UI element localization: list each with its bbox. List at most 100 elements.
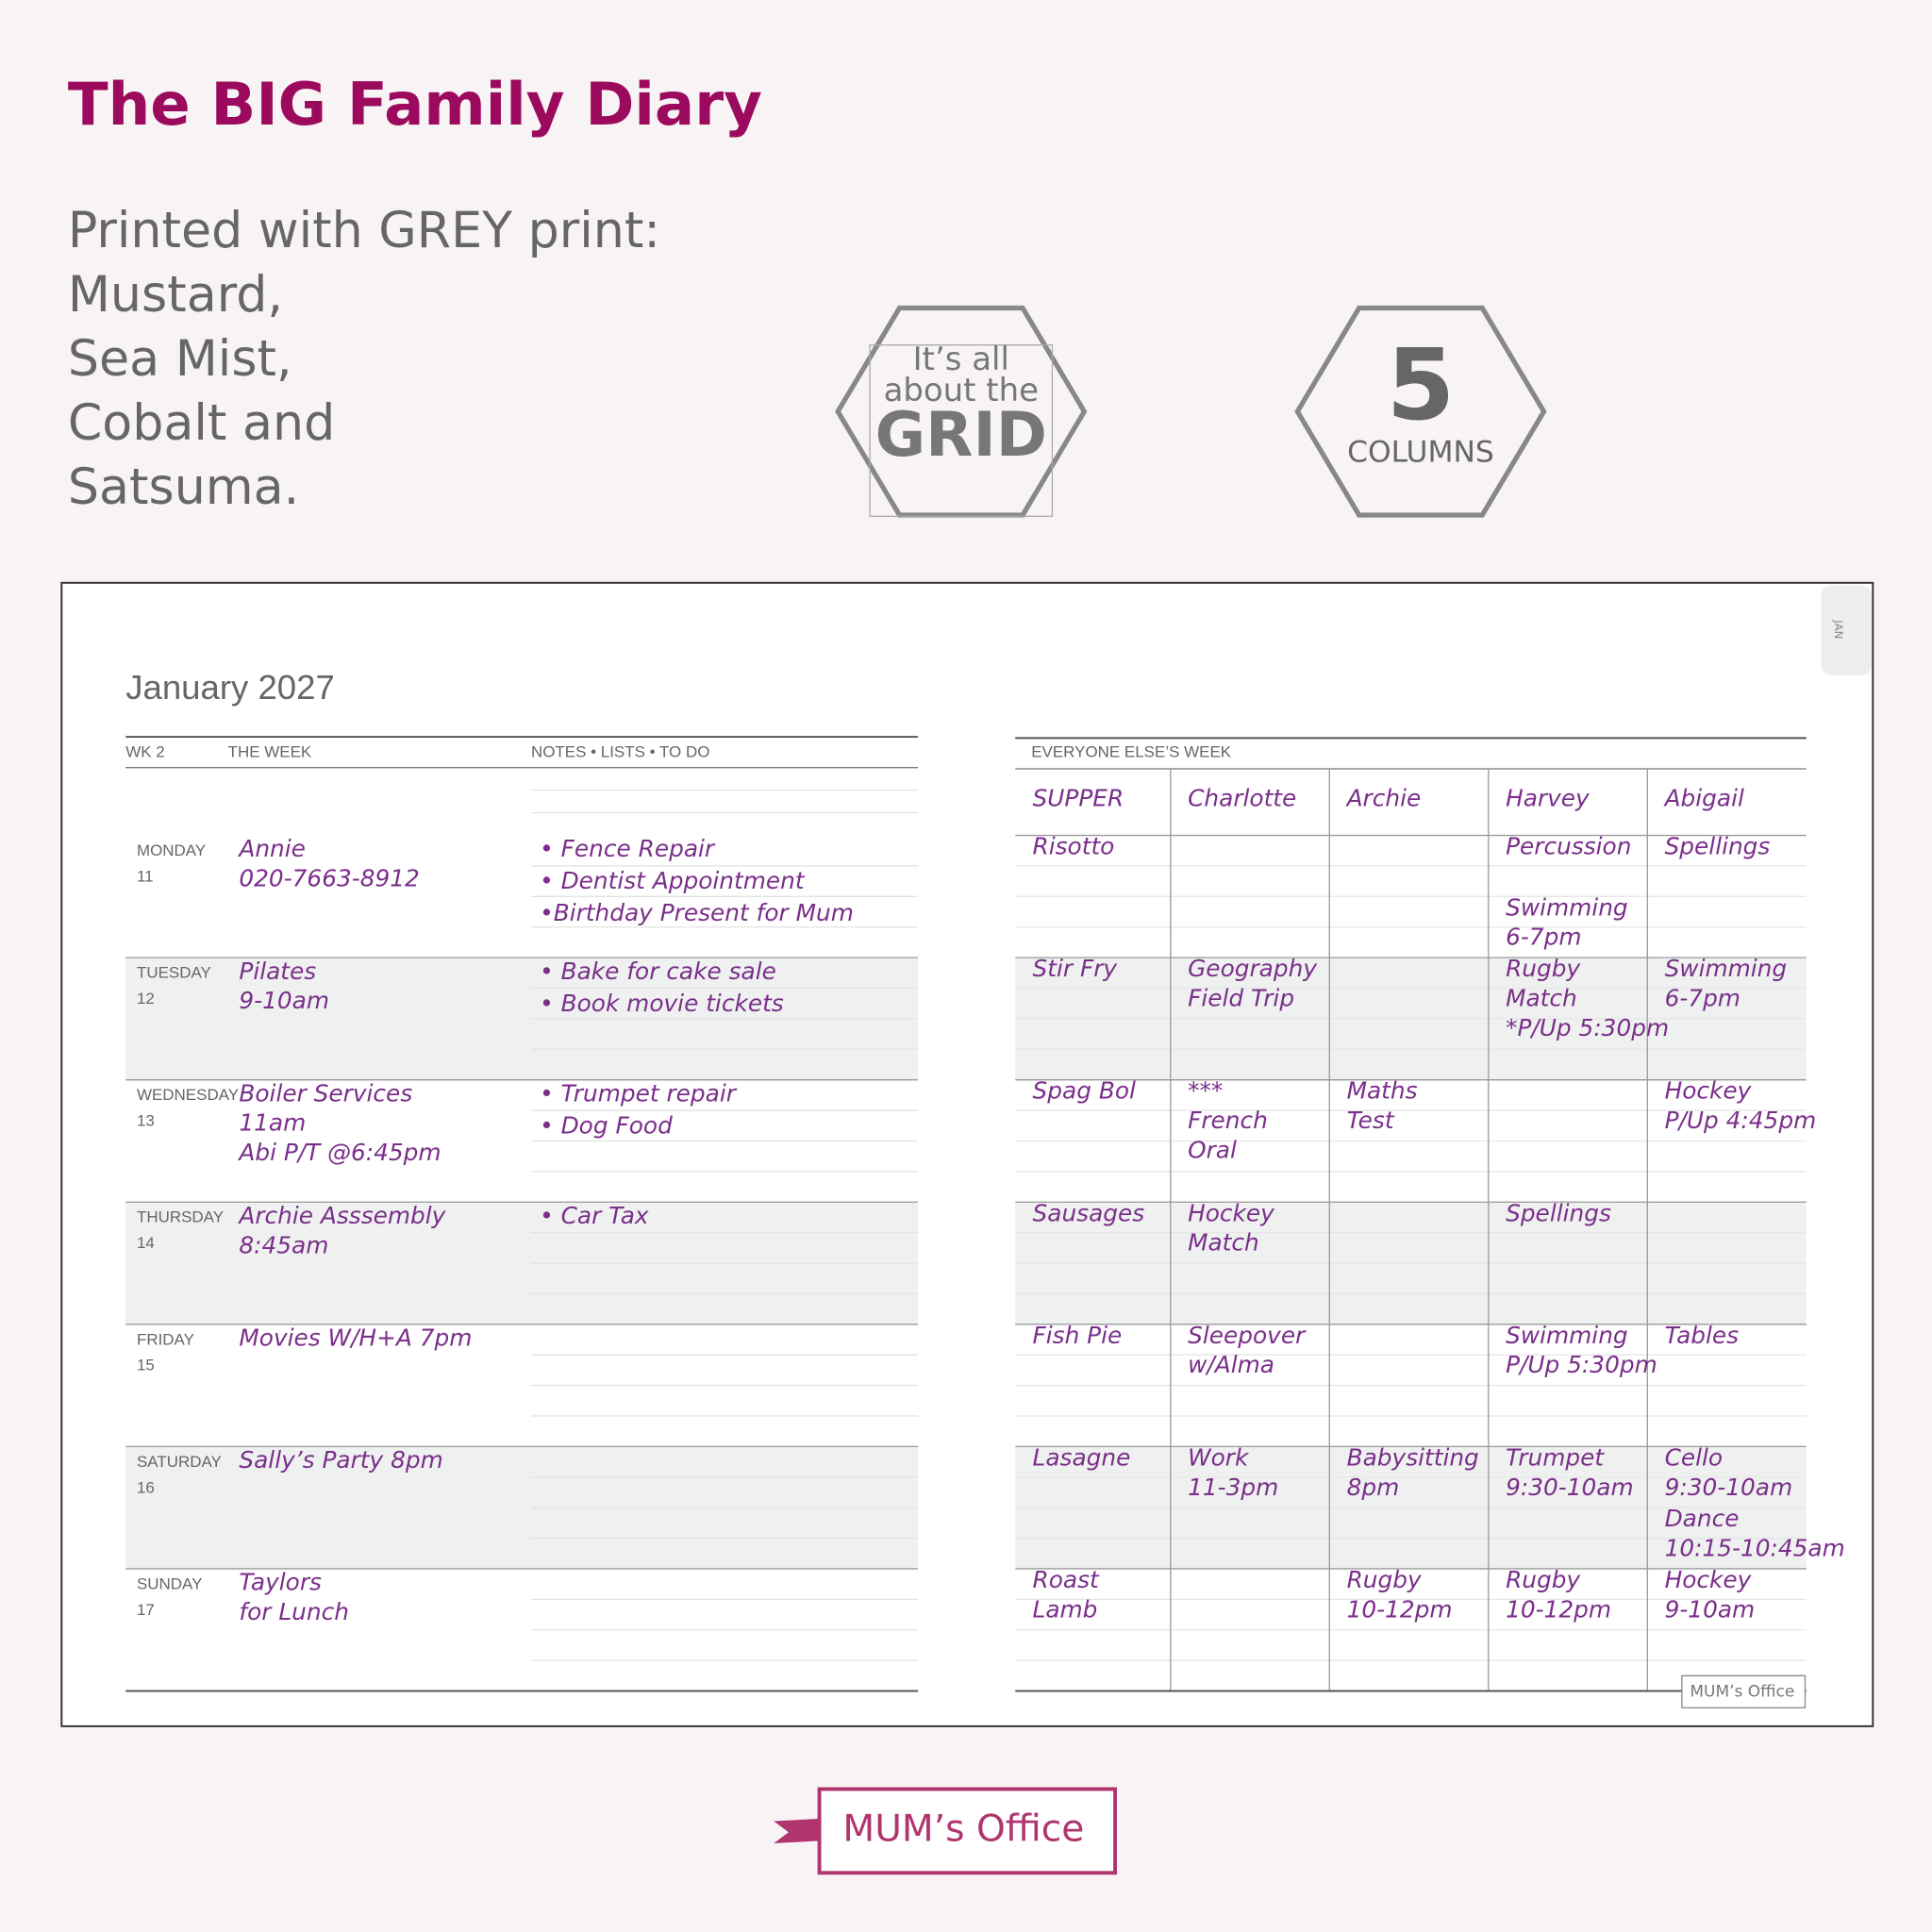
person-column: Charlotte [1188, 785, 1296, 812]
day-name: FRIDAY [137, 1330, 194, 1348]
schedule-entry: 6-7pm [1506, 924, 1581, 951]
schedule-entry: Percussion [1506, 833, 1631, 860]
week-entry: Taylors [239, 1569, 322, 1596]
note-entry: • Dog Food [540, 1111, 673, 1139]
schedule-entry: Lasagne [1033, 1443, 1131, 1471]
schedule-entry: w/Alma [1188, 1351, 1274, 1378]
schedule-entry: Trumpet [1506, 1443, 1605, 1471]
schedule-entry: Hockey [1665, 1566, 1752, 1593]
footer: MUM’s Office MUM’s Office [774, 1674, 1807, 1875]
note-entry: • Dentist Appointment [540, 867, 806, 894]
schedule-entry: Risotto [1033, 833, 1115, 860]
day-name: SATURDAY [137, 1453, 222, 1471]
schedule-entry: 10:15-10:45am [1665, 1535, 1845, 1562]
schedule-entry: Sausages [1033, 1199, 1145, 1226]
schedule-entry: P/Up 4:45pm [1665, 1107, 1817, 1134]
day-date: 11 [137, 867, 154, 885]
schedule-entry: Spag Bol [1033, 1077, 1136, 1105]
schedule-entry: 11-3pm [1188, 1474, 1278, 1501]
month-tab-label: JAN [1832, 619, 1845, 639]
person-column: Harvey [1506, 785, 1590, 812]
schedule-entry: Hockey [1665, 1077, 1752, 1105]
schedule-entry: Cello [1665, 1443, 1724, 1471]
schedule-entry: Geography [1188, 955, 1317, 982]
day-name: WEDNESDAY [137, 1086, 239, 1104]
day-date: 13 [137, 1112, 155, 1130]
badge-text: It’s all [913, 341, 1009, 378]
hexagon [1294, 305, 1547, 518]
schedule-entry: 9:30-10am [1665, 1474, 1793, 1501]
note-entry: • Trumpet repair [540, 1079, 738, 1107]
description-line: Cobalt and [68, 395, 335, 452]
schedule-entry: French [1188, 1107, 1268, 1134]
logo-ribbon [774, 1818, 820, 1843]
day-date: 14 [137, 1234, 155, 1252]
person-column: Archie [1345, 785, 1422, 812]
logo: MUM’s Office [842, 1807, 1084, 1850]
person-column: SUPPER [1033, 785, 1124, 812]
section-header: EVERYONE ELSE’S WEEK [1031, 743, 1232, 761]
schedule-entry: 9-10am [1665, 1595, 1756, 1623]
small-logo-frame [1681, 1674, 1807, 1708]
note-entry: •Birthday Present for Mum [540, 899, 854, 926]
column-header: NOTES • LISTS • TO DO [531, 743, 709, 761]
note-entry: • Fence Repair [540, 835, 716, 862]
day-name: THURSDAY [137, 1208, 224, 1226]
hexagon [835, 305, 1088, 518]
note-entry: • Car Tax [540, 1202, 649, 1229]
description-line: Sea Mist, [68, 331, 292, 388]
schedule-entry: Work [1188, 1443, 1250, 1471]
schedule-entry: Dance [1665, 1505, 1740, 1532]
description-line: Mustard, [68, 267, 283, 324]
schedule-entry: Rugby [1506, 1566, 1580, 1593]
schedule-entry: Fish Pie [1033, 1322, 1123, 1349]
week-entry: Abi P/T @6:45pm [237, 1139, 441, 1166]
schedule-entry: Roast [1033, 1566, 1101, 1593]
schedule-entry: Oral [1188, 1136, 1237, 1163]
column-header: WK 2 [125, 743, 165, 761]
week-entry: Annie [237, 835, 306, 862]
badge-text: about the [884, 372, 1039, 409]
week-entry: 020-7663-8912 [239, 865, 419, 892]
small-logo: MUM’s Office [1690, 1682, 1794, 1701]
schedule-entry: Tables [1665, 1322, 1740, 1349]
day-date: 15 [137, 1357, 155, 1374]
note-entry: • Book movie tickets [540, 990, 784, 1017]
day-name: SUNDAY [137, 1574, 202, 1592]
schedule-entry: Lamb [1033, 1595, 1098, 1623]
day-date: 17 [137, 1601, 155, 1619]
month-tab [1821, 585, 1872, 675]
schedule-entry: Hockey [1188, 1199, 1274, 1226]
schedule-entry: Spellings [1506, 1199, 1611, 1226]
schedule-entry: Babysitting [1347, 1443, 1479, 1471]
schedule-entry: Stir Fry [1033, 955, 1118, 982]
schedule-entry: Rugby [1506, 955, 1580, 982]
schedule-entry: Rugby [1347, 1566, 1422, 1593]
description-line: Printed with GREY print: [68, 203, 660, 259]
week-entry: Archie Asssembly [237, 1202, 445, 1229]
day-name: TUESDAY [137, 964, 211, 982]
badge-number: 5 [1387, 327, 1456, 442]
schedule-entry: Maths [1347, 1077, 1418, 1105]
week-entry: Movies W/H+A 7pm [239, 1324, 472, 1351]
description-line: Satsuma. [68, 459, 299, 516]
title: The BIG Family Diary [68, 70, 762, 139]
grid-box [869, 344, 1054, 517]
schedule-entry: 9:30-10am [1506, 1474, 1634, 1501]
schedule-entry: Swimming [1506, 893, 1628, 921]
badge-text: COLUMNS [1347, 436, 1494, 470]
week-entry: Boiler Services [239, 1079, 412, 1107]
week-entry: 9-10am [239, 987, 329, 1014]
schedule-entry: Spellings [1665, 833, 1771, 860]
note-entry: • Bake for cake sale [540, 958, 776, 985]
day-date: 16 [137, 1478, 155, 1496]
month-label: January 2027 [125, 668, 335, 707]
badge-text: GRID [875, 399, 1047, 471]
schedule-entry: *P/Up 5:30pm [1506, 1014, 1669, 1041]
day-name: MONDAY [137, 841, 206, 859]
schedule-entry: P/Up 5:30pm [1506, 1351, 1657, 1378]
column-header: THE WEEK [228, 743, 312, 761]
day-date: 12 [137, 990, 155, 1008]
